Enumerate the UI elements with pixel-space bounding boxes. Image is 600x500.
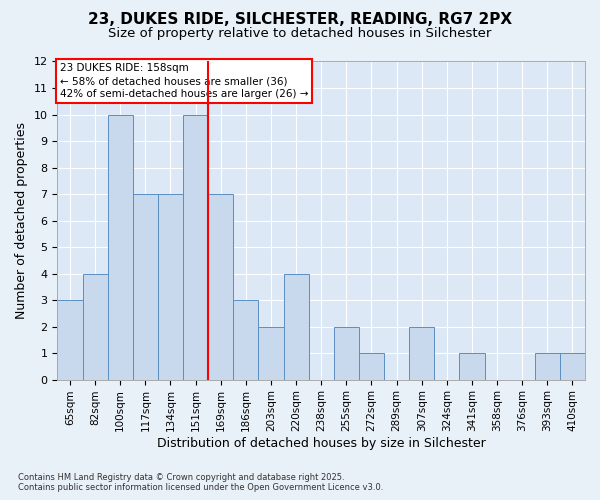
Bar bbox=[107, 114, 133, 380]
Bar bbox=[208, 194, 233, 380]
Bar bbox=[58, 300, 83, 380]
X-axis label: Distribution of detached houses by size in Silchester: Distribution of detached houses by size … bbox=[157, 437, 485, 450]
Bar bbox=[359, 353, 384, 380]
Text: Size of property relative to detached houses in Silchester: Size of property relative to detached ho… bbox=[109, 28, 491, 40]
Bar bbox=[460, 353, 485, 380]
Bar bbox=[158, 194, 183, 380]
Bar bbox=[560, 353, 585, 380]
Bar bbox=[233, 300, 259, 380]
Bar bbox=[334, 326, 359, 380]
Text: Contains HM Land Registry data © Crown copyright and database right 2025.
Contai: Contains HM Land Registry data © Crown c… bbox=[18, 473, 383, 492]
Text: 23, DUKES RIDE, SILCHESTER, READING, RG7 2PX: 23, DUKES RIDE, SILCHESTER, READING, RG7… bbox=[88, 12, 512, 28]
Y-axis label: Number of detached properties: Number of detached properties bbox=[15, 122, 28, 319]
Bar bbox=[133, 194, 158, 380]
Text: 23 DUKES RIDE: 158sqm
← 58% of detached houses are smaller (36)
42% of semi-deta: 23 DUKES RIDE: 158sqm ← 58% of detached … bbox=[60, 63, 308, 100]
Bar bbox=[409, 326, 434, 380]
Bar bbox=[83, 274, 107, 380]
Bar bbox=[259, 326, 284, 380]
Bar bbox=[183, 114, 208, 380]
Bar bbox=[535, 353, 560, 380]
Bar bbox=[284, 274, 308, 380]
